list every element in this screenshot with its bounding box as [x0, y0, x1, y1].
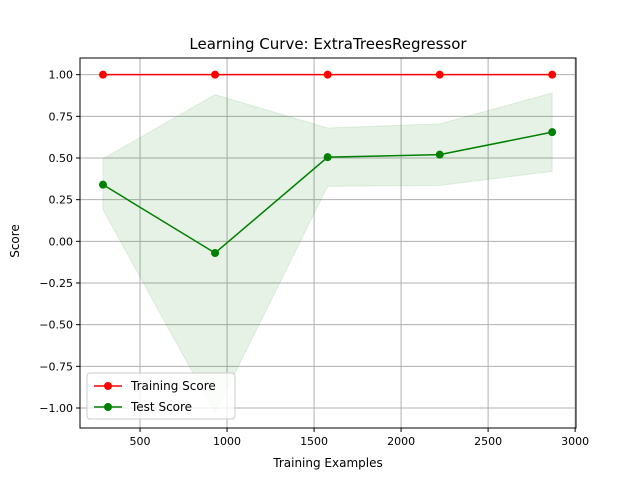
y-tick-label: 1.00 — [49, 69, 74, 82]
legend: Training Score Test Score — [86, 372, 236, 420]
plot-frame — [79, 57, 577, 429]
x-tick-label: 1000 — [213, 435, 241, 448]
y-tick-label: 0.75 — [49, 110, 74, 123]
y-tick-label: 0.25 — [49, 194, 74, 207]
y-tick-label: 0.00 — [49, 235, 74, 248]
chart-title: Learning Curve: ExtraTreesRegressor — [189, 35, 467, 53]
series-lines — [98, 70, 557, 257]
y-tick-label: −0.25 — [39, 277, 73, 290]
training-score-point — [323, 70, 332, 79]
x-axis-ticks: 500 1000 1500 2000 2500 3000 — [130, 428, 589, 448]
x-tick-label: 500 — [130, 435, 151, 448]
test-score-point — [435, 150, 444, 159]
training-score-point — [98, 70, 107, 79]
legend-box — [86, 372, 236, 420]
y-axis-ticks: −1.00 −0.75 −0.50 −0.25 0.00 0.25 0.50 0.75 1.00 — [39, 69, 80, 415]
y-tick-label: −0.75 — [39, 360, 73, 373]
test-score-band — [102, 92, 553, 415]
legend-training-score-label: Training Score — [130, 379, 216, 393]
x-tick-label: 3000 — [561, 435, 589, 448]
y-tick-label: −1.00 — [39, 402, 73, 415]
x-tick-label: 1500 — [300, 435, 328, 448]
training-score-point — [435, 70, 444, 79]
x-tick-label: 2500 — [474, 435, 502, 448]
training-score-point — [211, 70, 220, 79]
legend-test-score-label: Test Score — [130, 400, 192, 414]
y-tick-label: 0.50 — [49, 152, 74, 165]
legend-test-score-marker — [104, 403, 112, 411]
test-score-point — [98, 180, 107, 189]
test-score-point — [323, 153, 332, 162]
legend-training-score-marker — [104, 382, 112, 390]
test-score-point — [211, 249, 220, 257]
x-axis-label: Training Examples — [272, 456, 382, 470]
x-tick-label: 2000 — [387, 435, 415, 448]
y-axis-label: Score — [8, 224, 22, 258]
training-score-point — [548, 70, 557, 79]
y-tick-label: −0.50 — [39, 319, 73, 332]
test-score-point — [548, 128, 557, 137]
